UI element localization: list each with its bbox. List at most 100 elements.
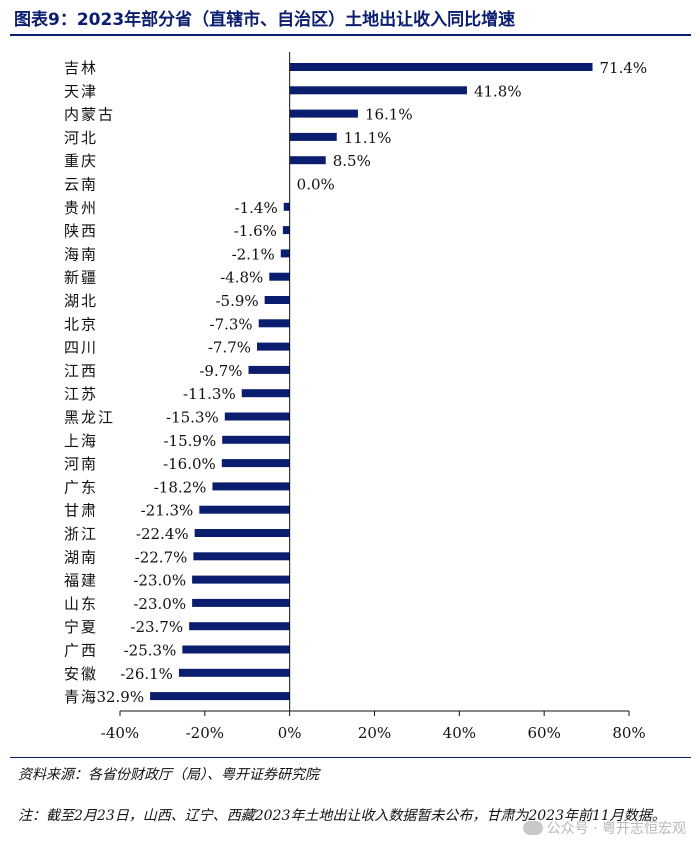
category-label: 河南	[64, 455, 98, 473]
watermark: 公众号 · 粤开志恒宏观	[522, 818, 686, 838]
value-label: -23.7%	[130, 618, 183, 636]
value-label: -11.3%	[183, 385, 236, 403]
category-label: 浙江	[64, 525, 98, 543]
bar-0	[289, 63, 593, 71]
bar-22	[192, 575, 290, 584]
x-tick-label: -40%	[101, 724, 139, 742]
x-tick-label: 60%	[527, 724, 560, 742]
bar-10	[264, 296, 290, 304]
x-tick-label: 0%	[278, 724, 302, 742]
value-label: -1.4%	[235, 199, 278, 217]
watermark-text: 公众号 · 粤开志恒宏观	[546, 821, 686, 837]
value-label: -22.4%	[136, 525, 189, 543]
category-label: 安徽	[64, 665, 98, 683]
bar-18	[212, 482, 290, 491]
bar-3	[289, 132, 337, 141]
value-label: -1.6%	[234, 222, 277, 240]
category-label: 贵州	[64, 199, 98, 217]
bar-20	[194, 529, 290, 537]
x-tick-label: 80%	[612, 724, 645, 742]
category-label: 甘肃	[64, 502, 98, 520]
bar-23	[192, 598, 290, 607]
x-tick-label: -20%	[186, 724, 224, 742]
value-label: -16.0%	[163, 455, 216, 473]
category-label: 广东	[64, 478, 98, 496]
category-label: 福建	[64, 572, 98, 590]
value-label: -21.3%	[141, 502, 194, 520]
bar-13	[248, 365, 290, 374]
value-label: -18.2%	[154, 478, 207, 496]
category-label: 黑龙江	[64, 409, 115, 427]
category-label: 重庆	[64, 152, 98, 170]
category-label: 北京	[64, 315, 98, 333]
bar-11	[258, 319, 290, 328]
bar-12	[257, 342, 290, 351]
bar-14	[241, 389, 290, 398]
category-label: 上海	[64, 432, 98, 450]
bar-25	[182, 645, 290, 654]
x-tick-label: 20%	[358, 724, 391, 742]
category-label: 湖北	[64, 292, 98, 310]
value-label: -26.1%	[120, 665, 173, 683]
value-label: -9.7%	[199, 362, 242, 380]
bar-4	[289, 156, 326, 165]
value-label: -23.0%	[133, 572, 186, 590]
footer-divider	[10, 757, 691, 758]
bar-15	[224, 412, 290, 421]
value-label: -5.9%	[215, 292, 258, 310]
value-label: -23.0%	[133, 595, 186, 613]
bar-17	[221, 459, 290, 468]
x-axis: -40% -20% 0% 20% 40% 60% 80%	[101, 710, 646, 742]
category-label: 青海	[64, 688, 98, 706]
value-label: -22.7%	[135, 548, 188, 566]
category-label: 海南	[64, 245, 98, 263]
bar-chart: -40% -20% 0% 20% 40% 60% 80% 吉林天津内蒙古河北重庆云南贵州陕西…	[64, 52, 647, 742]
value-label: 41.8%	[474, 82, 522, 100]
category-label: 云南	[64, 176, 98, 194]
bar-2	[289, 109, 358, 118]
category-label: 新疆	[64, 269, 98, 287]
value-label: 11.1%	[344, 129, 392, 147]
bar-21	[193, 552, 290, 561]
category-label: 山东	[64, 595, 98, 613]
value-label: 8.5%	[333, 152, 371, 170]
x-tick-label: 40%	[443, 724, 476, 742]
footnote: 注：截至2月23日，山西、辽宁、西藏2023年土地出让收入数据暂未公布，甘肃为2…	[18, 808, 666, 824]
bar-26	[178, 668, 290, 677]
value-label: -7.7%	[208, 339, 251, 357]
value-label: -7.3%	[210, 315, 253, 333]
value-label: -4.8%	[220, 269, 263, 287]
bars-layer	[150, 63, 593, 701]
title-divider	[10, 34, 691, 36]
category-label: 河北	[64, 129, 98, 147]
bar-24	[189, 622, 290, 631]
category-label: 内蒙古	[64, 106, 115, 124]
bar-9	[269, 272, 290, 281]
bar-8	[280, 249, 290, 258]
bar-27	[150, 692, 290, 701]
category-label: 广西	[64, 642, 98, 660]
category-labels: 吉林天津内蒙古河北重庆云南贵州陕西海南新疆湖北北京四川江西江苏黑龙江上海河南广东…	[64, 59, 115, 706]
value-label: -15.3%	[166, 409, 219, 427]
category-label: 四川	[64, 339, 98, 357]
bar-1	[289, 86, 467, 95]
bar-7	[282, 226, 290, 235]
bar-16	[222, 435, 290, 444]
source-note: 资料来源：各省份财政厅（局）、粤开证券研究院	[18, 767, 319, 783]
category-label: 江苏	[64, 385, 98, 403]
category-label: 天津	[64, 82, 98, 100]
wechat-icon	[522, 821, 543, 835]
chart-title: 图表9：2023年部分省（直辖市、自治区）土地出让收入同比增速	[14, 10, 516, 30]
value-label: -2.1%	[232, 245, 275, 263]
value-label: 0.0%	[297, 176, 335, 194]
value-label: 16.1%	[365, 106, 413, 124]
value-labels: 71.4% 41.8% 16.1% 11.1% 8.5% 0.0% -1.4% -1.6% -2…	[96, 59, 647, 706]
category-label: 宁夏	[64, 618, 98, 636]
bar-19	[199, 505, 290, 514]
bar-6	[283, 202, 290, 211]
category-label: 湖南	[64, 548, 98, 566]
value-label: -15.9%	[163, 432, 216, 450]
value-label: 71.4%	[600, 59, 648, 77]
category-label: 陕西	[64, 222, 98, 240]
value-label: 32.9%	[96, 688, 144, 706]
